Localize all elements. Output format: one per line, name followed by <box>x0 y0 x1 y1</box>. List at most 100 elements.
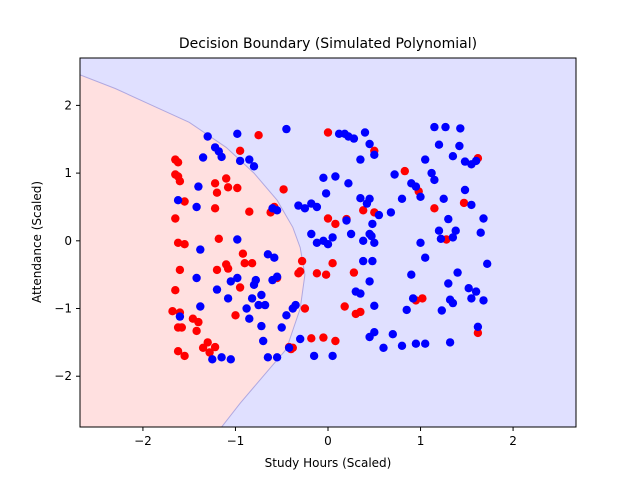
data-point-series-0-58 <box>323 214 333 223</box>
data-point-series-1-122 <box>233 273 242 283</box>
data-point-series-1-74 <box>408 294 418 303</box>
data-point-series-1-92 <box>359 236 368 245</box>
data-point-series-1-25 <box>356 155 365 164</box>
data-point-series-0-22 <box>205 348 214 357</box>
data-point-series-1-101 <box>365 229 374 239</box>
x-tick-label-1: −1 <box>227 434 245 448</box>
data-point-series-0-29 <box>222 174 231 183</box>
data-point-series-0-11 <box>168 307 177 316</box>
data-point-series-1-70 <box>437 306 446 315</box>
data-point-series-1-118 <box>263 353 273 362</box>
data-point-series-1-6 <box>235 156 245 166</box>
data-point-series-0-39 <box>245 207 254 216</box>
data-point-series-1-36 <box>411 182 421 191</box>
data-point-series-1-88 <box>356 289 365 298</box>
data-point-series-1-57 <box>434 226 444 235</box>
data-point-series-1-49 <box>460 185 470 195</box>
data-point-series-1-52 <box>479 214 488 223</box>
data-point-series-1-75 <box>402 305 411 315</box>
data-point-series-0-53 <box>307 334 316 343</box>
data-point-series-1-95 <box>328 233 337 242</box>
data-point-series-0-28 <box>212 188 222 197</box>
data-point-series-1-45 <box>455 141 464 151</box>
data-point-series-0-21 <box>203 338 212 347</box>
x-tick-label-3: 1 <box>417 434 425 448</box>
y-tick-label-1: −1 <box>54 302 72 316</box>
y-tick-label-2: 0 <box>64 234 72 248</box>
y-axis-label: Attendance (Scaled) <box>30 181 44 303</box>
data-point-series-1-41 <box>434 140 444 149</box>
data-point-series-0-36 <box>238 249 248 258</box>
data-point-series-0-60 <box>331 219 340 229</box>
data-point-series-1-80 <box>445 338 455 347</box>
data-point-series-0-34 <box>235 283 245 292</box>
data-point-series-1-37 <box>416 192 425 201</box>
data-point-series-1-79 <box>421 339 430 348</box>
data-point-series-1-38 <box>421 155 430 164</box>
data-point-series-1-34 <box>397 194 407 203</box>
data-point-series-1-107 <box>282 311 291 320</box>
data-point-series-0-37 <box>235 146 245 155</box>
data-point-series-1-31 <box>374 210 384 220</box>
data-point-series-1-53 <box>483 259 492 268</box>
data-point-series-0-23 <box>210 342 220 352</box>
data-point-series-1-112 <box>268 275 277 285</box>
data-point-series-1-23 <box>365 139 374 149</box>
points-layer <box>168 122 492 364</box>
data-point-series-0-62 <box>340 302 349 311</box>
x-axis-ticks: −2 −1 0 1 2 <box>134 427 517 448</box>
data-point-series-0-1 <box>173 158 183 167</box>
data-point-series-1-67 <box>479 296 488 305</box>
data-point-series-0-45 <box>279 185 288 194</box>
data-point-series-1-103 <box>309 351 319 361</box>
data-point-series-1-137 <box>233 235 242 244</box>
data-point-series-0-5 <box>180 197 189 206</box>
data-point-series-1-40 <box>430 175 439 185</box>
data-point-series-1-29 <box>362 199 372 208</box>
data-point-series-1-44 <box>448 152 458 161</box>
y-tick-label-4: 2 <box>64 98 72 112</box>
data-point-series-1-104 <box>296 334 305 344</box>
data-point-series-1-86 <box>359 256 368 266</box>
data-point-series-0-6 <box>171 214 180 223</box>
data-point-series-0-25 <box>214 234 223 243</box>
data-point-series-1-120 <box>272 353 282 362</box>
data-point-series-1-97 <box>312 238 322 247</box>
data-point-series-0-64 <box>349 268 359 277</box>
data-point-series-0-73 <box>418 294 427 303</box>
data-point-series-1-121 <box>245 314 254 323</box>
data-point-series-0-19 <box>192 326 201 336</box>
data-point-series-1-55 <box>441 122 450 132</box>
data-point-series-1-109 <box>291 300 300 310</box>
data-point-series-0-26 <box>210 204 220 213</box>
data-point-series-1-132 <box>194 182 203 191</box>
data-point-series-0-18 <box>194 317 203 327</box>
data-point-series-0-41 <box>254 131 263 140</box>
data-point-series-1-136 <box>247 294 257 303</box>
data-point-series-1-46 <box>460 157 470 166</box>
data-point-series-1-140 <box>173 196 183 205</box>
data-point-series-1-115 <box>257 290 266 300</box>
data-point-series-0-40 <box>247 259 257 268</box>
data-point-series-1-125 <box>208 355 217 364</box>
data-point-series-1-17 <box>331 172 340 181</box>
data-point-series-0-50 <box>296 267 305 276</box>
data-point-series-1-51 <box>476 228 485 237</box>
x-tick-label-0: −2 <box>134 434 152 448</box>
data-point-series-1-54 <box>430 122 439 132</box>
decision-boundary-line <box>80 74 306 427</box>
plot-area <box>80 58 576 427</box>
data-point-series-1-60 <box>451 226 460 235</box>
data-point-series-1-131 <box>192 202 201 212</box>
region-class-0 <box>80 58 305 427</box>
data-point-series-1-102 <box>328 351 337 361</box>
data-point-series-1-113 <box>260 300 270 310</box>
x-tick-label-2: 0 <box>324 434 332 448</box>
data-point-series-0-15 <box>173 347 183 356</box>
data-point-series-1-33 <box>390 170 399 179</box>
data-point-series-1-61 <box>453 268 462 277</box>
data-point-series-1-63 <box>464 284 473 293</box>
data-point-series-1-111 <box>263 250 273 259</box>
data-point-series-1-99 <box>312 202 322 212</box>
data-point-series-0-35 <box>240 259 249 268</box>
